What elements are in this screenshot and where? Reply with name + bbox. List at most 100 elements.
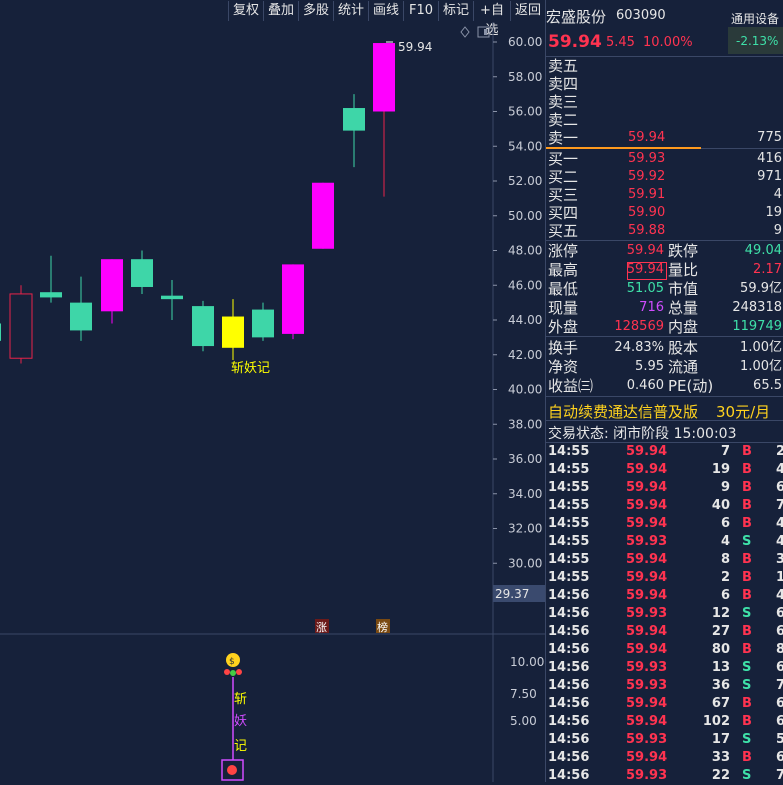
candle-body[interactable] bbox=[9, 293, 33, 359]
tick-count: 5 bbox=[776, 732, 783, 747]
stat2-label-1: 换手 bbox=[548, 339, 579, 357]
tick-side: B bbox=[742, 444, 752, 459]
tick-side: B bbox=[742, 516, 752, 531]
candle-body[interactable] bbox=[222, 316, 244, 348]
stat2-value-2: 1.00亿 bbox=[740, 359, 782, 374]
tick-time: 14:55 bbox=[548, 480, 590, 495]
buy-row[interactable]: 买五 59.88 9 bbox=[546, 222, 783, 240]
kline-chart[interactable]: 60.00 58.00 56.00 54.00 52.00 50.00 48.00 46.00… bbox=[0, 22, 545, 782]
tick-count: 7 bbox=[776, 768, 783, 783]
candle-body[interactable] bbox=[70, 302, 92, 331]
tick-count: 7 bbox=[776, 498, 783, 513]
zhang-marker[interactable]: 涨 bbox=[315, 619, 329, 634]
tick-row: 14:56 59.94 6 B 4 bbox=[546, 587, 783, 605]
tick-price: 59.93 bbox=[626, 678, 668, 693]
tick-row: 14:55 59.94 6 B 4 bbox=[546, 515, 783, 533]
stat-label-1: 外盘 bbox=[548, 318, 579, 336]
multi-stock-button[interactable]: 多股 bbox=[298, 1, 333, 21]
stat-row: 外盘 128569 内盘 119749 bbox=[546, 318, 783, 336]
tick-side: B bbox=[742, 750, 752, 765]
mark-button[interactable]: 标记 bbox=[438, 1, 473, 21]
candle-body[interactable] bbox=[101, 259, 123, 312]
candle-body[interactable] bbox=[343, 108, 365, 131]
buy-row[interactable]: 买三 59.91 4 bbox=[546, 186, 783, 204]
current-price-tag-text: 29.37 bbox=[495, 587, 529, 601]
buy-price: 59.93 bbox=[628, 151, 666, 166]
tick-price: 59.94 bbox=[626, 552, 668, 567]
sell3-label: 卖三 bbox=[548, 93, 579, 111]
stat-value-1: 128569 bbox=[614, 319, 664, 334]
tick-row: 14:56 59.93 36 S 7 bbox=[546, 677, 783, 695]
price-tick-label: 46.00 bbox=[508, 278, 542, 292]
stat-value-2: 59.9亿 bbox=[740, 281, 782, 296]
candle-body[interactable] bbox=[131, 259, 153, 287]
candle-body[interactable] bbox=[252, 309, 274, 338]
candle-body[interactable] bbox=[312, 182, 334, 249]
buy-row[interactable]: 买四 59.90 19 bbox=[546, 204, 783, 222]
tick-vol: 9 bbox=[720, 480, 730, 495]
promo-text[interactable]: 自动续费通达信普及版 bbox=[548, 403, 699, 421]
promo-price[interactable]: 30元/月 bbox=[716, 403, 771, 421]
back-button[interactable]: 返回 bbox=[510, 1, 545, 21]
buy-row[interactable]: 买一 59.93 416 bbox=[546, 150, 783, 168]
last-price-marker: 59.94 bbox=[386, 40, 432, 54]
fuquan-button[interactable]: 复权 bbox=[228, 1, 263, 21]
lower-indicator: $ 斩 妖 记 bbox=[221, 653, 247, 781]
chart-toolbar: 复权 叠加 多股 统计 画线 F10 标记 +自选 返回 bbox=[0, 0, 545, 38]
tick-row: 14:56 59.93 17 S 5 bbox=[546, 731, 783, 749]
tick-price: 59.93 bbox=[626, 660, 668, 675]
tick-price: 59.94 bbox=[626, 498, 668, 513]
tick-side: S bbox=[742, 732, 752, 747]
tick-time: 14:55 bbox=[548, 516, 590, 531]
lower-tick-label: 7.50 bbox=[510, 687, 537, 701]
add-favorite-button[interactable]: +自选 bbox=[473, 1, 510, 38]
money-bag-icon bbox=[226, 653, 240, 667]
tick-vol: 27 bbox=[711, 624, 730, 639]
candle-body[interactable] bbox=[40, 292, 62, 298]
tick-vol: 2 bbox=[720, 570, 730, 585]
industry-label[interactable]: 通用设备 bbox=[731, 12, 780, 26]
draw-line-button[interactable]: 画线 bbox=[368, 1, 403, 21]
bang-marker[interactable]: 榜 bbox=[376, 619, 390, 634]
tick-time: 14:56 bbox=[548, 750, 590, 765]
stat-label-2: 总量 bbox=[668, 299, 699, 317]
tick-price: 59.93 bbox=[626, 606, 668, 621]
svg-text:$: $ bbox=[229, 657, 235, 667]
tick-time: 14:56 bbox=[548, 660, 590, 675]
sell1-label: 卖一 bbox=[548, 129, 579, 147]
tick-time: 14:55 bbox=[548, 444, 590, 459]
current-price: 59.94 bbox=[548, 32, 602, 52]
tick-side: B bbox=[742, 552, 752, 567]
tick-price: 59.94 bbox=[626, 750, 668, 765]
tick-row: 14:56 59.94 102 B 6 bbox=[546, 713, 783, 731]
lower-tick-label: 10.00 bbox=[510, 655, 544, 669]
stat2-label-2: 股本 bbox=[668, 339, 699, 357]
tick-count: 8 bbox=[776, 642, 783, 657]
overlay-button[interactable]: 叠加 bbox=[263, 1, 298, 21]
f10-button[interactable]: F10 bbox=[403, 1, 438, 21]
current-price-tag: 29.37 bbox=[493, 585, 545, 602]
statistics-button[interactable]: 统计 bbox=[333, 1, 368, 21]
tick-price: 59.94 bbox=[626, 570, 668, 585]
tick-side: B bbox=[742, 498, 752, 513]
tick-price: 59.94 bbox=[626, 588, 668, 603]
tick-time: 14:56 bbox=[548, 642, 590, 657]
buy-row[interactable]: 买二 59.92 971 bbox=[546, 168, 783, 186]
tick-time: 14:55 bbox=[548, 552, 590, 567]
chart-corner-icons[interactable] bbox=[460, 26, 490, 38]
candle-body[interactable] bbox=[282, 264, 304, 334]
candle-body[interactable] bbox=[161, 295, 183, 300]
stat-row: 最低 51.05 市值 59.9亿 bbox=[546, 280, 783, 298]
sell1-row[interactable]: 卖一 59.94 775 bbox=[546, 129, 783, 147]
stat-value-1: 59.94 bbox=[626, 262, 664, 277]
price-tick-label: 40.00 bbox=[508, 383, 542, 397]
stat2-value-2: 1.00亿 bbox=[740, 340, 782, 355]
price-tick-label: 52.00 bbox=[508, 174, 542, 188]
lower-char-2: 妖 bbox=[234, 714, 247, 729]
tick-count: 4 bbox=[776, 534, 783, 549]
tick-count: 6 bbox=[776, 624, 783, 639]
candle-body[interactable] bbox=[0, 323, 1, 341]
candle-body[interactable] bbox=[192, 306, 214, 347]
tick-time: 14:56 bbox=[548, 588, 590, 603]
candle-body[interactable] bbox=[373, 43, 395, 112]
